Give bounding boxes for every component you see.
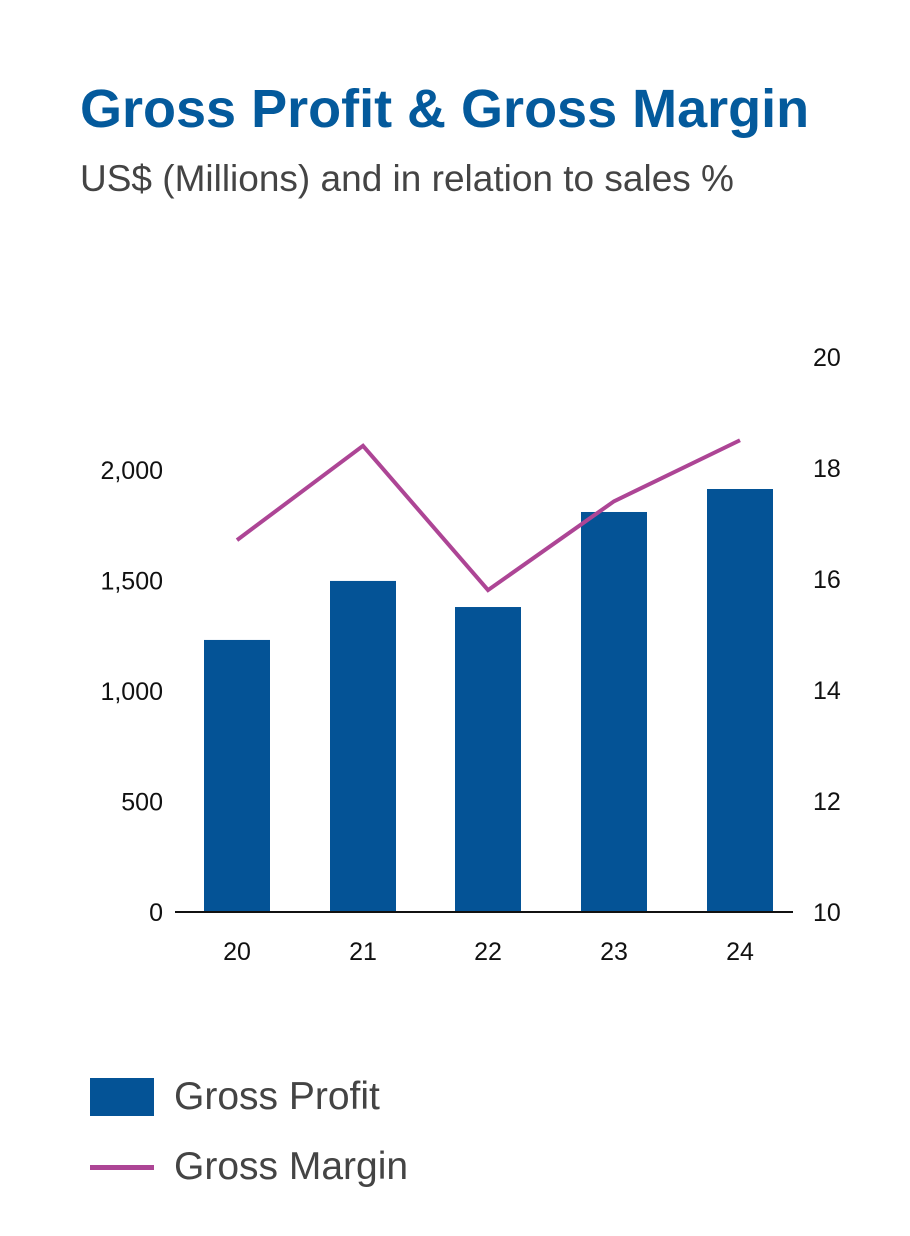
bar-20	[204, 639, 270, 912]
left-y-tick-label: 2,000	[100, 457, 163, 485]
bar-24	[707, 489, 773, 912]
bar-22	[455, 607, 521, 912]
legend-line-swatch	[90, 1164, 154, 1170]
right-y-tick-label: 20	[813, 344, 841, 372]
legend-gross-margin: Gross Margin	[90, 1145, 408, 1189]
chart-subtitle: US$ (Millions) and in relation to sales …	[80, 158, 734, 199]
right-y-tick-label: 14	[813, 677, 841, 705]
right-y-tick-label: 12	[813, 788, 841, 816]
legend-bar-swatch	[90, 1078, 154, 1116]
right-y-tick-label: 18	[813, 455, 841, 483]
chart-title: Gross Profit & Gross Margin	[80, 79, 810, 139]
legend-label: Gross Profit	[174, 1075, 380, 1118]
left-y-tick-label: 0	[149, 899, 163, 927]
x-tick-label: 23	[600, 938, 628, 966]
left-y-tick-label: 1,000	[100, 678, 163, 706]
x-tick-label: 24	[726, 938, 754, 966]
x-tick-label: 20	[223, 938, 251, 966]
legend-gross-profit: Gross Profit	[90, 1075, 380, 1119]
right-y-tick-label: 10	[813, 899, 841, 927]
legend-label: Gross Margin	[174, 1145, 409, 1188]
gross-margin-line	[235, 438, 741, 593]
right-y-tick-label: 16	[813, 566, 841, 594]
bar-21	[330, 580, 396, 912]
left-y-tick-label: 500	[121, 789, 163, 817]
x-tick-label: 22	[474, 938, 502, 966]
bar-23	[581, 511, 647, 912]
left-y-tick-label: 1,500	[100, 568, 163, 596]
x-tick-label: 21	[349, 938, 377, 966]
